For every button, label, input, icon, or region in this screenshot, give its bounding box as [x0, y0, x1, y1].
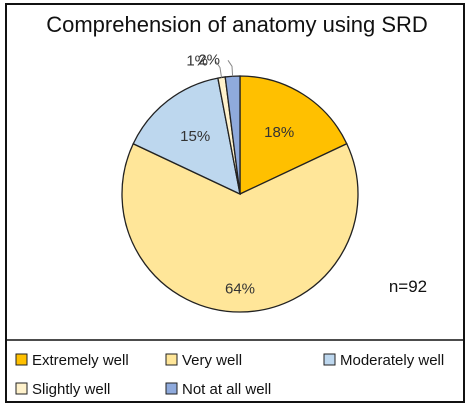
legend-label-moderately-well: Moderately well — [340, 352, 444, 369]
legend-swatch-moderately-well — [323, 353, 336, 366]
slice-label-not-at-all-well: 2% — [198, 51, 220, 68]
sample-size-annotation: n=92 — [389, 277, 427, 296]
slice-label-moderately-well: 15% — [180, 128, 210, 145]
legend-label-extremely-well: Extremely well — [32, 352, 129, 369]
slice-label-slightly-well: 1% — [186, 53, 208, 70]
legend: Extremely well Very well Moderately well Sl… — [7, 339, 463, 398]
legend-label-not-at-all-well: Not at all well — [182, 381, 271, 398]
legend-label-slightly-well: Slightly well — [32, 381, 110, 398]
pie-slice-extremely-well — [239, 75, 348, 196]
slice-label-extremely-well: 18% — [264, 124, 294, 141]
pie-slice-very-well — [121, 142, 359, 313]
legend-swatch-slightly-well — [15, 382, 28, 395]
chart-title: Comprehension of anatomy using SRD — [46, 12, 428, 37]
slice-label-very-well: 64% — [225, 280, 255, 297]
pie-slice-moderately-well — [132, 77, 241, 196]
leader-line-slightly-well — [215, 61, 222, 78]
leader-line-not-at-all-well — [227, 60, 234, 77]
legend-swatch-not-at-all-well — [165, 382, 178, 395]
legend-swatch-very-well — [165, 353, 178, 366]
pie-slices — [121, 75, 359, 313]
legend-label-very-well: Very well — [182, 352, 242, 369]
pie-slice-not-at-all-well — [224, 75, 241, 195]
slice-labels: 18% 64% 15% 1%2% — [180, 51, 294, 297]
legend-swatch-extremely-well — [15, 353, 28, 366]
